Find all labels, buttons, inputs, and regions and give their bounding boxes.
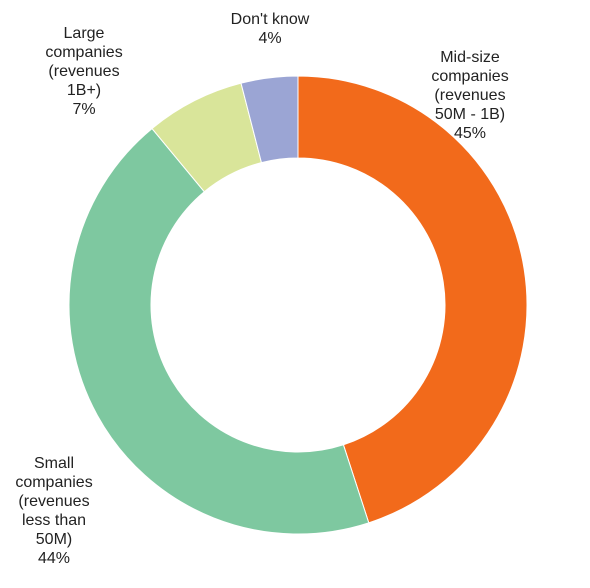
slice-label-dont-know: Don't know 4% — [210, 10, 330, 48]
slice-label-small-value: 44% — [37, 550, 71, 567]
slice-label-large-name: Large companies (revenues 1B+) — [45, 25, 123, 99]
slice-label-mid-size: Mid-size companies (revenues 50M - 1B) 4… — [395, 48, 545, 143]
slice-label-dont-know-name: Don't know — [230, 11, 310, 28]
slice-label-large-value: 7% — [72, 101, 96, 118]
slice-label-dont-know-value: 4% — [258, 30, 282, 47]
slice-label-mid-size-name: Mid-size companies (revenues 50M - 1B) — [431, 49, 509, 123]
slice-label-large: Large companies (revenues 1B+) 7% — [29, 24, 139, 119]
slice-label-small: Small companies (revenues less than 50M)… — [0, 454, 109, 568]
slice-mid-size — [297, 75, 528, 524]
slice-label-small-name: Small companies (revenues less than 50M) — [15, 455, 93, 548]
donut-slices — [68, 75, 528, 535]
slice-label-mid-size-value: 45% — [453, 125, 487, 142]
slice-small — [68, 127, 370, 535]
slice-dont-know — [240, 75, 299, 164]
